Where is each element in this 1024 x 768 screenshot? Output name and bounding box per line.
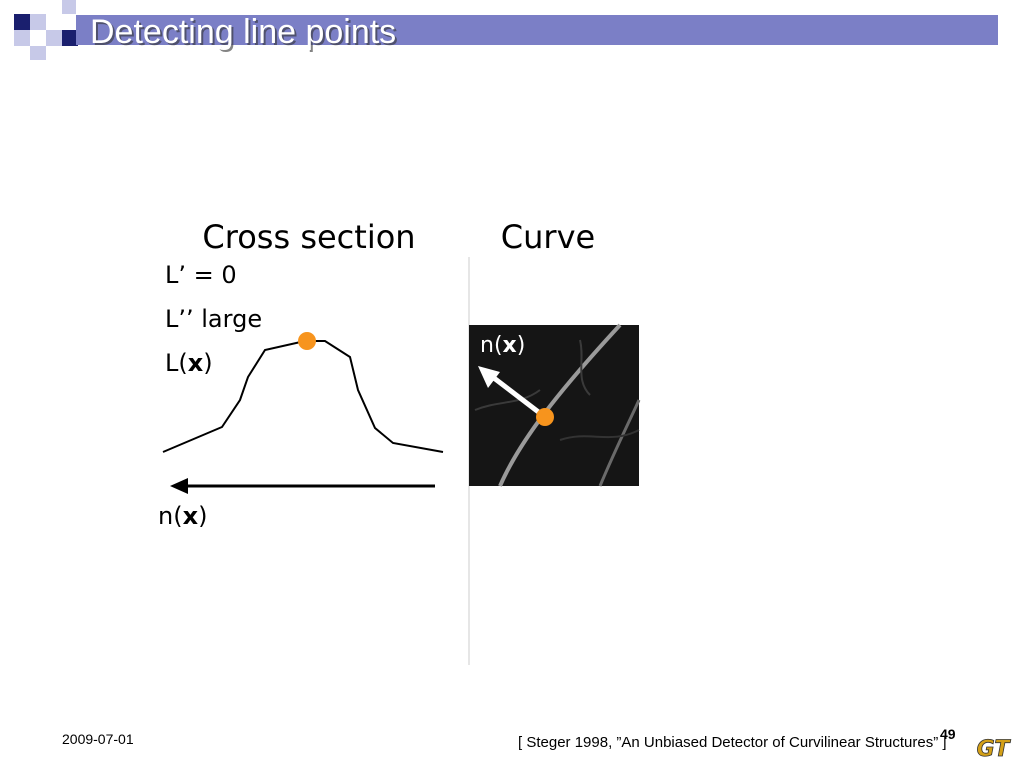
citation: [ Steger 1998, ”An Unbiased Detector of …: [518, 734, 947, 751]
title-bar: [76, 15, 998, 45]
curve-image: [469, 323, 641, 487]
page-number: 49: [940, 726, 956, 742]
label-part: ): [203, 349, 212, 377]
label: L(x): [165, 349, 213, 377]
corner-decoration: [14, 0, 78, 60]
label-part: ): [517, 333, 526, 358]
column-heading: Cross section: [202, 218, 415, 256]
label-part: x: [183, 502, 199, 530]
label: L’’ large: [165, 305, 262, 333]
line-point: [298, 332, 316, 350]
title: Detecting line points: [90, 13, 396, 51]
label-part: ): [198, 502, 207, 530]
label-part: L(: [165, 349, 188, 377]
arrow-label: n(x): [480, 333, 525, 358]
label: L’ = 0: [165, 261, 237, 289]
date: 2009-07-01: [62, 731, 134, 747]
label-part: n(: [158, 502, 183, 530]
logo: GT: [977, 737, 1012, 762]
arrow-label: n(x): [158, 502, 207, 530]
title-shadow: Detecting line points: [92, 15, 398, 53]
label-part: x: [503, 333, 517, 358]
arrow-head: [170, 478, 188, 494]
label-part: x: [188, 349, 204, 377]
column-heading: Curve: [501, 218, 595, 256]
label-part: n(: [480, 333, 503, 358]
